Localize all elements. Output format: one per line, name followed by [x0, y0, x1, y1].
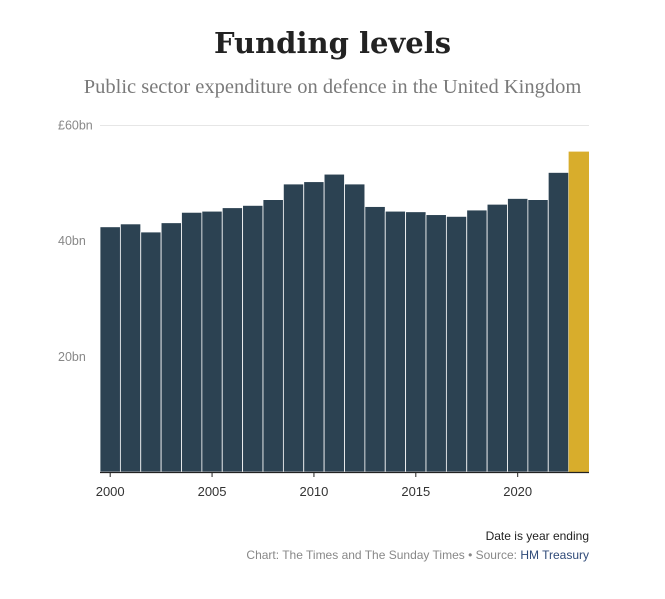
chart-title: Funding levels — [213, 26, 452, 60]
chart-subtitle: Public sector expenditure on defence in … — [83, 76, 582, 98]
bar — [425, 214, 447, 473]
x-tick-label: 2015 — [401, 484, 430, 499]
date-note: Date is year ending — [485, 529, 589, 543]
source-link[interactable]: HM Treasury — [520, 548, 589, 562]
x-tick-label: 2020 — [503, 484, 532, 499]
bar-highlight — [568, 151, 589, 472]
bar — [445, 215, 468, 473]
credit-text: Chart: The Times and The Sunday Times • … — [246, 548, 521, 562]
bar — [201, 210, 223, 473]
bar — [384, 210, 407, 473]
bar — [547, 172, 570, 473]
bar — [344, 183, 366, 473]
bar — [262, 199, 284, 473]
bar — [323, 173, 345, 473]
bar — [364, 206, 386, 473]
x-axis: 2000 2005 2010 2015 2020 — [96, 471, 589, 499]
source-credit: Chart: The Times and The Sunday Times • … — [246, 548, 589, 562]
bars — [99, 151, 589, 473]
bar — [140, 231, 162, 473]
x-tick-label: 2005 — [198, 484, 227, 499]
y-tick-label: £60bn — [58, 119, 93, 133]
bar — [405, 211, 427, 473]
bar — [160, 222, 182, 473]
y-tick-label: 20bn — [58, 350, 86, 364]
y-axis-ticks: £60bn 40bn 20bn — [58, 119, 93, 364]
bar — [119, 223, 142, 473]
bar — [466, 209, 488, 473]
bar — [507, 198, 529, 473]
x-tick-label: 2000 — [96, 484, 125, 499]
bar — [486, 203, 508, 473]
y-tick-label: 40bn — [58, 234, 86, 248]
bar — [527, 199, 549, 473]
x-tick-label: 2010 — [299, 484, 328, 499]
bar — [282, 183, 305, 473]
bar — [303, 181, 325, 473]
bar — [242, 204, 264, 473]
bar — [99, 226, 121, 473]
bar — [181, 211, 203, 473]
bar — [221, 207, 244, 473]
